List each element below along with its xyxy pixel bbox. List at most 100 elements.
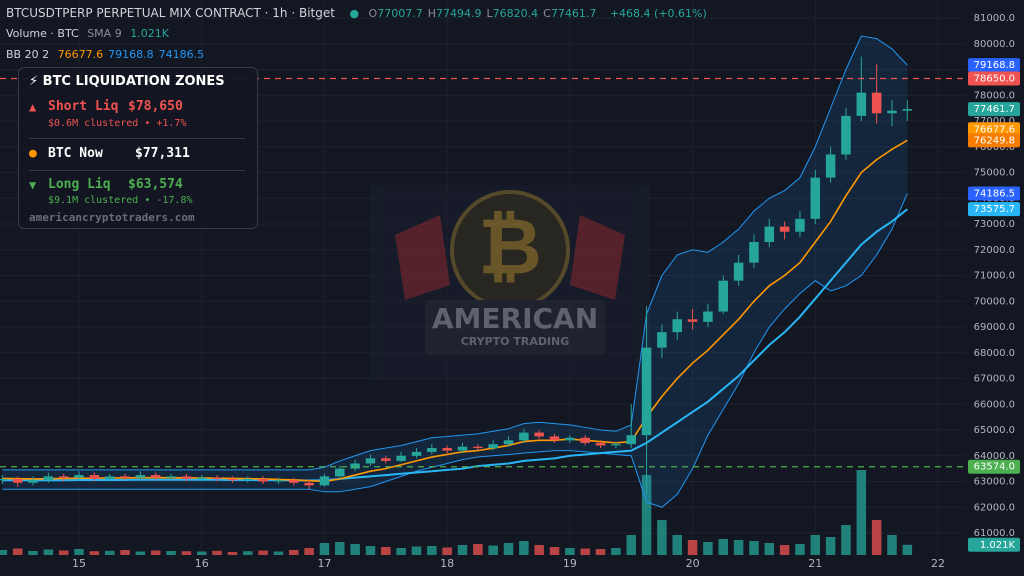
volume-bar — [319, 543, 330, 555]
short-price: $78,650 — [128, 99, 183, 114]
change: +468.4 (+0.61%) — [609, 7, 707, 20]
bb-title: BB 20 2 — [6, 48, 50, 61]
candle-body — [503, 440, 514, 445]
candle-body — [335, 468, 345, 477]
price-tag-label: 63574.0 — [974, 462, 1015, 473]
long-note: $9.1M clustered • -17.8% — [48, 195, 193, 206]
y-tick-label: 65000.0 — [974, 425, 1015, 436]
volume-bar — [626, 535, 636, 555]
candle-body — [764, 226, 775, 243]
short-label: Short Liq — [48, 99, 119, 114]
candle-body — [672, 319, 682, 333]
candle-body — [319, 476, 330, 486]
bb-lower-line — [2, 193, 908, 508]
y-tick-label: 62000.0 — [974, 502, 1015, 513]
volume-bar — [457, 545, 468, 555]
volume-bar — [258, 550, 268, 555]
x-tick-label: 17 — [317, 557, 331, 570]
ohlc-value: 77494.9 — [436, 7, 482, 20]
y-tick-label: 67000.0 — [974, 374, 1015, 385]
candle-body — [58, 476, 69, 478]
y-tick-label: 63000.0 — [974, 477, 1015, 488]
watermark-name: AMERICAN — [432, 302, 598, 335]
candle-body — [580, 437, 590, 443]
price-tag — [968, 537, 1020, 552]
volume-bar — [381, 547, 391, 555]
y-tick-label: 71000.0 — [974, 271, 1015, 282]
candle-body — [273, 480, 284, 482]
volume-value: 1.021K — [130, 27, 169, 40]
volume-bar — [549, 547, 560, 555]
volume-bar — [135, 551, 146, 555]
watermark-sub: CRYPTO TRADING — [461, 335, 570, 348]
candle-body — [365, 458, 376, 464]
ema-fast-line — [2, 139, 908, 483]
volume-bar — [657, 520, 667, 555]
banner — [425, 300, 605, 355]
candle-body — [795, 218, 805, 232]
price-tag-label: 74186.5 — [974, 188, 1015, 199]
long-icon: ▼ — [29, 178, 37, 192]
candle-body — [534, 432, 544, 437]
y-tick-label: 81000.0 — [974, 13, 1015, 24]
y-tick-label: 66000.0 — [974, 399, 1015, 410]
volume-bar — [196, 551, 207, 555]
volume-bar — [89, 551, 100, 555]
volume-bar — [856, 470, 867, 555]
y-tick-label: 70000.0 — [974, 296, 1015, 307]
bb-value: 74186.5 — [158, 48, 205, 61]
volume-sma: SMA 9 — [87, 27, 122, 40]
candle-body — [181, 476, 192, 479]
candle-body — [687, 319, 698, 322]
volume-bar — [304, 548, 314, 555]
candle-body — [595, 442, 606, 446]
volume-bar — [411, 546, 422, 555]
volume-bar — [672, 535, 682, 555]
volume-bar — [212, 550, 222, 555]
volume-bar — [43, 549, 54, 555]
candle-body — [657, 332, 667, 348]
price-tag-label: 1.021K — [980, 540, 1016, 551]
volume-bar — [779, 545, 790, 555]
volume-bar — [825, 537, 836, 555]
liquidation-panel: ⚡ BTC LIQUIDATION ZONES ▲ Short Liq $78,… — [18, 67, 258, 229]
bb-legend: BB 20 2 76677.6 79168.8 74186.5 — [6, 48, 209, 61]
volume-bar — [242, 551, 253, 555]
bb-fill — [2, 36, 908, 508]
y-tick-label: 77000.0 — [974, 116, 1015, 127]
volume-bar — [810, 535, 821, 555]
y-tick-label: 78000.0 — [974, 90, 1015, 101]
candle-body — [611, 444, 621, 446]
now-label: BTC Now — [48, 146, 103, 161]
y-tick-label: 69000.0 — [974, 322, 1015, 333]
candle-body — [549, 436, 560, 441]
x-tick-label: 22 — [931, 557, 945, 570]
flag — [570, 215, 625, 300]
flag — [395, 215, 450, 300]
short-icon: ▲ — [29, 100, 37, 114]
volume-bar — [764, 543, 775, 555]
candle-body — [641, 347, 652, 436]
volume-bar — [749, 541, 759, 555]
x-tick-label: 20 — [686, 557, 700, 570]
volume-bar — [289, 550, 299, 555]
long-label: Long Liq — [48, 177, 111, 192]
candle-body — [396, 455, 406, 461]
bb-value: 79168.8 — [108, 48, 154, 61]
price-tag-label: 78650.0 — [974, 74, 1015, 85]
volume-bar — [273, 551, 284, 555]
candle-body — [135, 475, 146, 478]
volume-bar — [687, 540, 698, 555]
ohlc-key: H — [427, 7, 436, 20]
candle-body — [871, 92, 882, 114]
candle-body — [718, 280, 729, 312]
price-tag — [968, 122, 1020, 137]
candle-body — [166, 476, 176, 478]
volume-bar — [28, 551, 38, 555]
price-tag — [968, 102, 1020, 117]
candle-body — [212, 477, 222, 479]
candle-body — [488, 444, 498, 449]
volume-bar — [74, 549, 84, 555]
volume-bar — [104, 550, 115, 555]
